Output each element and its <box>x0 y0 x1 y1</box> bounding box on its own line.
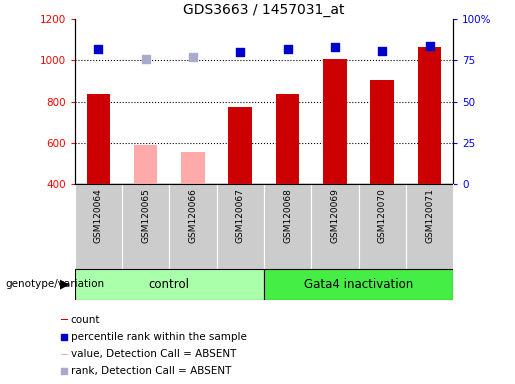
Point <box>236 49 245 55</box>
Bar <box>276 94 299 184</box>
Bar <box>75 269 264 300</box>
Bar <box>323 60 347 184</box>
Bar <box>217 184 264 269</box>
Bar <box>134 145 158 184</box>
Text: GSM120066: GSM120066 <box>188 189 197 243</box>
Text: GSM120064: GSM120064 <box>94 189 103 243</box>
Bar <box>311 184 358 269</box>
Point <box>378 48 386 54</box>
Bar <box>418 47 441 184</box>
Bar <box>169 184 217 269</box>
Point <box>283 46 291 52</box>
Point <box>425 43 434 49</box>
Bar <box>61 319 67 320</box>
Bar <box>264 184 311 269</box>
Bar <box>122 184 169 269</box>
Bar <box>61 354 67 355</box>
Bar <box>358 184 406 269</box>
Bar <box>264 269 453 300</box>
Point <box>189 54 197 60</box>
Text: ▶: ▶ <box>60 278 70 291</box>
Text: Gata4 inactivation: Gata4 inactivation <box>304 278 413 291</box>
Text: GSM120070: GSM120070 <box>377 189 387 243</box>
Bar <box>75 184 122 269</box>
Bar <box>87 94 110 184</box>
Text: GSM120068: GSM120068 <box>283 189 292 243</box>
Point <box>142 56 150 62</box>
Point <box>94 46 102 52</box>
Text: GSM120071: GSM120071 <box>425 189 434 243</box>
Text: percentile rank within the sample: percentile rank within the sample <box>71 332 246 342</box>
Point <box>60 334 68 340</box>
Text: GSM120069: GSM120069 <box>331 189 339 243</box>
Bar <box>181 152 205 184</box>
Text: control: control <box>149 278 190 291</box>
Text: GSM120065: GSM120065 <box>141 189 150 243</box>
Text: genotype/variation: genotype/variation <box>5 279 104 289</box>
Bar <box>229 107 252 184</box>
Title: GDS3663 / 1457031_at: GDS3663 / 1457031_at <box>183 3 345 17</box>
Text: value, Detection Call = ABSENT: value, Detection Call = ABSENT <box>71 349 236 359</box>
Text: rank, Detection Call = ABSENT: rank, Detection Call = ABSENT <box>71 366 231 376</box>
Bar <box>370 80 394 184</box>
Point <box>60 368 68 374</box>
Text: count: count <box>71 314 100 324</box>
Bar <box>406 184 453 269</box>
Point <box>331 44 339 50</box>
Text: GSM120067: GSM120067 <box>236 189 245 243</box>
